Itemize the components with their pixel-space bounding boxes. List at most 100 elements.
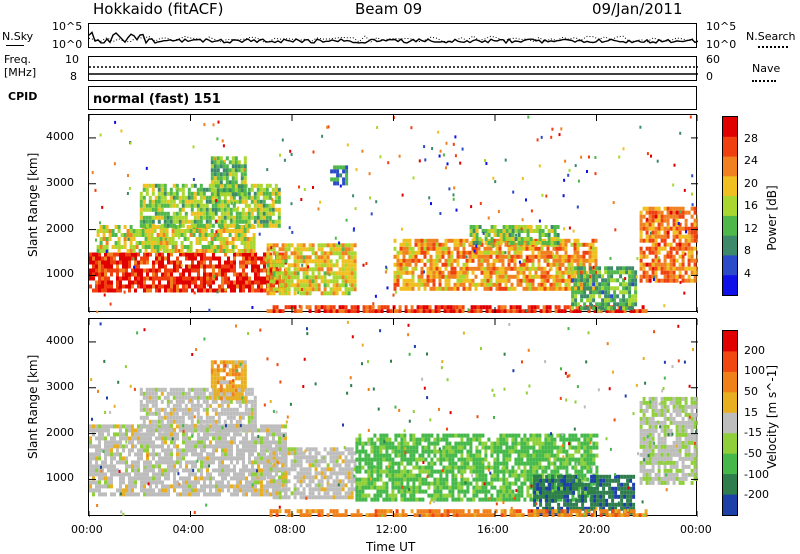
noise-tick-right-high: 10^5	[706, 20, 737, 33]
power-colorbar-tick: 28	[744, 131, 758, 145]
velocity-colorbar-tick: -200	[744, 488, 769, 502]
velocity-colorbar-tick: 15	[744, 405, 758, 419]
power-region-7	[266, 305, 648, 313]
noise-search-label: N.Search	[746, 30, 796, 43]
velocity-colorbar-segment	[723, 433, 737, 455]
velocity-colorbar-segment	[723, 494, 737, 515]
cpid-program: normal (fast) 151	[93, 92, 221, 107]
noise-sky-line	[89, 31, 698, 45]
power-colorbar-segment	[723, 176, 737, 197]
x-tick-label: 16:00	[477, 523, 509, 536]
freq-tick-high: 10	[65, 53, 79, 66]
power-panel	[88, 114, 698, 313]
noise-sky-label: N.Sky	[2, 30, 34, 43]
x-tick-label: 00:00	[680, 523, 712, 536]
power-colorbar-segment	[723, 275, 737, 295]
noise-tick-left-high: 10^5	[52, 20, 83, 33]
power-ytick-label: 3000	[46, 175, 74, 189]
noise-trace	[89, 31, 698, 45]
power-colorbar-tick: 8	[744, 244, 751, 257]
power-colorbar-segment	[723, 117, 737, 138]
velocity-ytick-label: 1000	[46, 471, 74, 485]
power-colorbar-segment	[723, 156, 737, 177]
velocity-heatmap	[89, 319, 698, 517]
nave-tick-low: 0	[706, 70, 713, 83]
velocity-region-3	[266, 447, 357, 500]
velocity-colorbar-segment	[723, 331, 737, 352]
x-tick-label: 00:00	[71, 523, 103, 536]
cpid-label: CPID	[8, 90, 38, 103]
velocity-colorbar	[722, 330, 738, 516]
velocity-region-6	[269, 509, 648, 517]
freq-unit-label: [MHz]	[4, 66, 37, 79]
velocity-scatter	[90, 320, 697, 517]
power-region-8	[330, 165, 349, 186]
freq-label: Freq.	[4, 53, 32, 66]
velocity-colorbar-segment	[723, 392, 737, 414]
nave-tick-high: 60	[706, 53, 720, 66]
power-region-1	[96, 225, 256, 253]
velocity-colorbar-tick: -50	[744, 447, 762, 460]
velocity-region-0	[89, 424, 287, 497]
noise-tick-right-low: 10^0	[706, 38, 737, 51]
power-colorbar-gradient	[723, 117, 737, 295]
velocity-colorbar-gradient	[723, 331, 737, 515]
velocity-region-1	[139, 387, 257, 432]
date-title: 09/Jan/2011	[592, 0, 683, 18]
power-heatmap	[89, 115, 698, 313]
power-y-axis-label: Slant Range [km]	[26, 152, 40, 257]
power-region-10	[571, 266, 638, 311]
power-colorbar-segment	[723, 255, 737, 276]
power-region-6	[469, 225, 560, 245]
velocity-region-2	[210, 360, 247, 401]
power-region-4	[266, 243, 357, 296]
power-region-5	[393, 238, 598, 291]
nave-line-key	[752, 80, 776, 82]
velocity-colorbar-segment	[723, 412, 737, 434]
noise-search-line-key	[758, 46, 788, 48]
power-ytick-label: 2000	[46, 221, 74, 235]
power-colorbar-tick: 16	[744, 199, 758, 212]
power-colorbar-label: Power [dB]	[765, 185, 779, 251]
power-ytick-label: 4000	[46, 129, 74, 143]
velocity-colorbar-tick: -15	[744, 426, 762, 440]
cpid-panel	[88, 86, 697, 110]
noise-panel	[88, 23, 698, 48]
power-colorbar-segment	[723, 215, 737, 237]
power-ytick-label: 1000	[46, 267, 74, 281]
power-colorbar-tick: 12	[744, 221, 758, 235]
velocity-colorbar-segment	[723, 351, 737, 373]
power-colorbar-segment	[723, 235, 737, 256]
power-region-2	[139, 183, 281, 228]
velocity-colorbar-tick: -100	[744, 467, 769, 481]
power-colorbar	[722, 116, 738, 296]
velocity-colorbar-tick: 200	[744, 343, 765, 357]
x-axis-label: Time UT	[366, 540, 416, 554]
x-tick-label: 04:00	[172, 523, 205, 536]
station-title: Hokkaido (fitACF)	[93, 0, 224, 18]
power-colorbar-tick: 24	[744, 154, 758, 167]
beam-title: Beam 09	[355, 0, 423, 18]
x-tick-label: 20:00	[578, 523, 611, 536]
power-colorbar-segment	[723, 196, 737, 217]
velocity-colorbar-label: Velocity [m s^-1]	[765, 364, 779, 470]
velocity-colorbar-segment	[723, 453, 737, 475]
x-tick-label: 08:00	[274, 523, 306, 536]
power-region-9	[639, 206, 698, 283]
power-scatter	[91, 115, 698, 313]
freq-trace	[89, 66, 698, 75]
noise-tick-left-low: 10^0	[52, 38, 83, 51]
power-colorbar-tick: 20	[744, 176, 758, 190]
power-colorbar-tick: 4	[744, 266, 751, 280]
power-colorbar-segment	[723, 136, 737, 158]
velocity-region-7	[639, 396, 698, 485]
velocity-colorbar-tick: 100	[744, 364, 765, 378]
velocity-colorbar-segment	[723, 371, 737, 393]
power-region-3	[210, 156, 247, 197]
nave-label: Nave	[752, 62, 781, 75]
velocity-y-axis-label: Slant Range [km]	[26, 354, 40, 459]
freq-panel	[88, 56, 698, 81]
noise-sky-line-key	[6, 45, 24, 46]
velocity-panel	[88, 318, 698, 517]
velocity-ytick-label: 2000	[46, 425, 74, 439]
